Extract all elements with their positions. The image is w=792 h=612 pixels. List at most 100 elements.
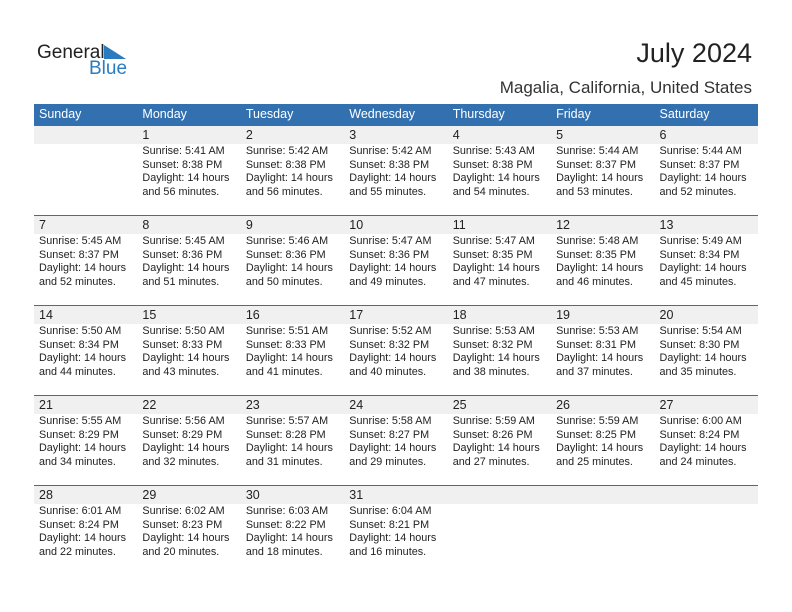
page-title: July 2024 xyxy=(636,38,752,68)
sunset-text: Sunset: 8:37 PM xyxy=(659,158,740,171)
sunrise-text: Sunrise: 5:58 AM xyxy=(349,415,432,427)
sunset-text: Sunset: 8:33 PM xyxy=(142,338,223,351)
week-row: 14 Sunrise: 5:50 AM Sunset: 8:34 PM Dayligh… xyxy=(34,305,758,395)
day-cell: 23 Sunrise: 5:57 AM Sunset: 8:28 PM Dayligh… xyxy=(240,396,345,485)
empty-cell xyxy=(447,486,552,575)
daylight-text: Daylight: 14 hours xyxy=(142,532,230,544)
sunset-text: Sunset: 8:30 PM xyxy=(659,338,740,351)
daylight-text: and 55 minutes. xyxy=(349,185,427,198)
day-number: 5 xyxy=(551,126,655,144)
day-info: Sunrise: 5:44 AM Sunset: 8:37 PM Daylight:… xyxy=(655,144,758,199)
weekday-sunday: Sunday xyxy=(39,107,82,121)
daylight-text: and 44 minutes. xyxy=(39,365,116,378)
day-number xyxy=(447,486,552,504)
daylight-text: and 41 minutes. xyxy=(245,365,323,378)
day-number: 28 xyxy=(34,486,138,504)
sunset-text: Sunset: 8:36 PM xyxy=(349,248,430,261)
day-number: 14 xyxy=(34,306,138,324)
day-info: Sunrise: 6:02 AM Sunset: 8:23 PM Daylight:… xyxy=(137,504,240,559)
sunset-text: Sunset: 8:35 PM xyxy=(556,248,636,261)
sunset-text: Sunset: 8:36 PM xyxy=(245,248,326,261)
daylight-text: and 47 minutes. xyxy=(452,275,530,288)
sunset-text: Sunset: 8:25 PM xyxy=(556,428,636,441)
day-number: 19 xyxy=(551,306,655,324)
sunset-text: Sunset: 8:29 PM xyxy=(39,428,119,441)
daylight-text: and 53 minutes. xyxy=(556,185,633,198)
daylight-text: Daylight: 14 hours xyxy=(659,262,747,274)
logo-text-blue: Blue xyxy=(89,58,128,79)
day-number: 7 xyxy=(34,216,138,234)
daylight-text: Daylight: 14 hours xyxy=(349,442,437,454)
day-info: Sunrise: 5:58 AM Sunset: 8:27 PM Daylight:… xyxy=(344,414,447,469)
sunset-text: Sunset: 8:38 PM xyxy=(142,158,223,171)
sunset-text: Sunset: 8:24 PM xyxy=(39,518,119,531)
day-cell: 14 Sunrise: 5:50 AM Sunset: 8:34 PM Dayligh… xyxy=(34,306,138,395)
empty-cell xyxy=(654,486,758,575)
empty-cell xyxy=(551,486,655,575)
sunset-text: Sunset: 8:38 PM xyxy=(245,158,326,171)
day-cell: 25 Sunrise: 5:59 AM Sunset: 8:26 PM Dayligh… xyxy=(447,396,552,485)
day-info: Sunrise: 5:49 AM Sunset: 8:34 PM Daylight:… xyxy=(655,234,758,289)
daylight-text: and 43 minutes. xyxy=(142,365,220,378)
sunset-text: Sunset: 8:22 PM xyxy=(245,518,326,531)
day-cell: 13 Sunrise: 5:49 AM Sunset: 8:34 PM Dayligh… xyxy=(654,216,758,305)
weekday-tuesday: Tuesday xyxy=(245,107,294,121)
day-number: 18 xyxy=(447,306,552,324)
daylight-text: Daylight: 14 hours xyxy=(245,262,333,274)
day-info: Sunrise: 5:48 AM Sunset: 8:35 PM Daylight:… xyxy=(551,234,654,289)
day-info: Sunrise: 5:45 AM Sunset: 8:37 PM Daylight:… xyxy=(34,234,137,289)
daylight-text: and 52 minutes. xyxy=(659,185,737,198)
day-number: 11 xyxy=(447,216,552,234)
sunrise-text: Sunrise: 5:48 AM xyxy=(556,235,639,247)
daylight-text: and 35 minutes. xyxy=(659,365,737,378)
daylight-text: Daylight: 14 hours xyxy=(556,262,644,274)
day-info: Sunrise: 5:47 AM Sunset: 8:36 PM Daylight:… xyxy=(344,234,447,289)
daylight-text: and 34 minutes. xyxy=(39,455,116,468)
daylight-text: and 38 minutes. xyxy=(452,365,530,378)
daylight-text: Daylight: 14 hours xyxy=(349,262,437,274)
logo-text-general: General xyxy=(37,42,105,63)
sunset-text: Sunset: 8:32 PM xyxy=(452,338,533,351)
day-cell: 30 Sunrise: 6:03 AM Sunset: 8:22 PM Dayligh… xyxy=(240,486,345,575)
daylight-text: Daylight: 14 hours xyxy=(39,352,127,364)
day-cell: 22 Sunrise: 5:56 AM Sunset: 8:29 PM Dayligh… xyxy=(137,396,241,485)
day-number: 12 xyxy=(551,216,655,234)
weekday-saturday: Saturday xyxy=(659,107,710,121)
day-cell: 17 Sunrise: 5:52 AM Sunset: 8:32 PM Dayligh… xyxy=(344,306,448,395)
daylight-text: and 20 minutes. xyxy=(142,545,220,558)
day-number: 20 xyxy=(654,306,758,324)
sunset-text: Sunset: 8:37 PM xyxy=(39,248,119,261)
week-row: 21 Sunrise: 5:55 AM Sunset: 8:29 PM Dayligh… xyxy=(34,395,758,485)
daylight-text: Daylight: 14 hours xyxy=(452,442,540,454)
day-cell: 18 Sunrise: 5:53 AM Sunset: 8:32 PM Dayligh… xyxy=(447,306,552,395)
daylight-text: Daylight: 14 hours xyxy=(245,442,333,454)
calendar-grid: Sunday Monday Tuesday Wednesday Thursday Frid… xyxy=(34,104,758,575)
day-number: 10 xyxy=(344,216,448,234)
sunset-text: Sunset: 8:24 PM xyxy=(659,428,740,441)
day-number: 29 xyxy=(137,486,241,504)
day-number xyxy=(34,126,138,144)
daylight-text: Daylight: 14 hours xyxy=(39,442,127,454)
day-number: 22 xyxy=(137,396,241,414)
sunrise-text: Sunrise: 5:52 AM xyxy=(349,325,432,337)
sunrise-text: Sunrise: 5:43 AM xyxy=(452,145,535,157)
day-info: Sunrise: 5:53 AM Sunset: 8:31 PM Daylight:… xyxy=(551,324,654,379)
daylight-text: and 25 minutes. xyxy=(556,455,633,468)
sunset-text: Sunset: 8:35 PM xyxy=(452,248,533,261)
sunset-text: Sunset: 8:31 PM xyxy=(556,338,636,351)
day-info: Sunrise: 5:59 AM Sunset: 8:26 PM Daylight:… xyxy=(448,414,551,469)
sunset-text: Sunset: 8:37 PM xyxy=(556,158,636,171)
sunrise-text: Sunrise: 5:47 AM xyxy=(349,235,432,247)
day-info: Sunrise: 5:42 AM Sunset: 8:38 PM Daylight:… xyxy=(241,144,344,199)
daylight-text: Daylight: 14 hours xyxy=(349,352,437,364)
daylight-text: Daylight: 14 hours xyxy=(556,442,644,454)
day-cell: 5 Sunrise: 5:44 AM Sunset: 8:37 PM Daylight… xyxy=(551,126,655,215)
sunset-text: Sunset: 8:34 PM xyxy=(659,248,740,261)
daylight-text: and 45 minutes. xyxy=(659,275,737,288)
daylight-text: Daylight: 14 hours xyxy=(556,172,644,184)
day-cell: 9 Sunrise: 5:46 AM Sunset: 8:36 PM Daylight… xyxy=(240,216,345,305)
day-cell: 11 Sunrise: 5:47 AM Sunset: 8:35 PM Dayligh… xyxy=(447,216,552,305)
sunrise-text: Sunrise: 5:53 AM xyxy=(556,325,639,337)
sunset-text: Sunset: 8:29 PM xyxy=(142,428,223,441)
